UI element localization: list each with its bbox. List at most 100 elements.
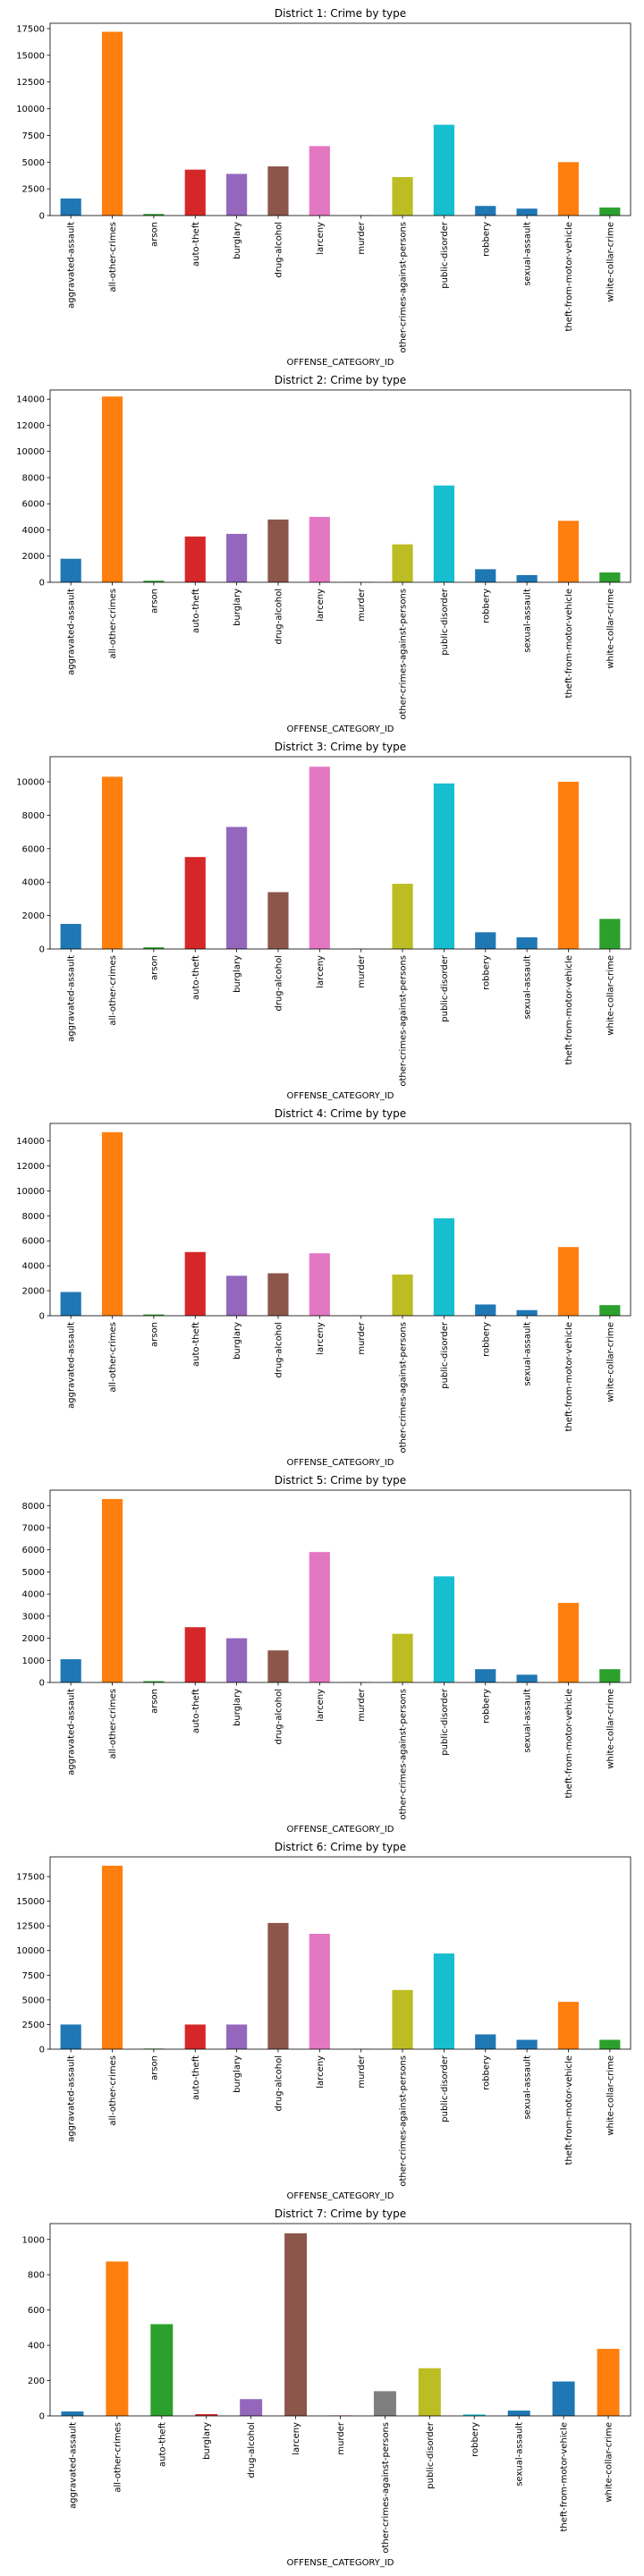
x-tick-label: white-collar-crime [605,2422,614,2503]
bar-other-crimes-against-persons [392,1989,413,2049]
x-tick-label: other-crimes-against-persons [381,2422,391,2554]
x-tick-label: burglary [233,1689,242,1726]
bar-sexual-assault [516,1309,538,1316]
y-tick-label: 800 [28,2271,45,2281]
bar-sexual-assault [516,1674,538,1682]
x-tick-label: aggravated-assault [67,222,77,309]
x-tick-label: white-collar-crime [606,1322,615,1402]
bar-drug-alcohol [267,1273,289,1316]
bar-public-disorder [418,2368,441,2416]
y-tick-label: 2500 [22,185,45,195]
bar-theft-from-motor-vehicle [557,521,580,582]
bar-public-disorder [433,1576,454,1682]
x-tick-label: drug-alcohol [274,2055,284,2112]
bar-larceny [309,1253,330,1316]
x-tick-label: sexual-assault [523,955,533,1020]
y-tick-label: 0 [39,2412,45,2422]
plot-frame [49,2223,631,2417]
x-tick-label: arson [149,222,159,247]
plot-frame [49,1489,631,1683]
bar-larceny [309,516,330,582]
bar-aggravated-assault [61,2411,84,2416]
x-axis-label: OFFENSE_CATEGORY_ID [287,2558,394,2568]
x-tick-label: arson [149,2055,159,2080]
y-tick-label: 10000 [16,447,45,457]
bar-public-disorder [433,1218,454,1316]
x-tick-label: auto-theft [157,2422,167,2467]
x-tick-label: public-disorder [440,2055,450,2123]
x-tick-label: murder [357,221,367,255]
x-tick-label: sexual-assault [523,1322,533,1386]
bar-theft-from-motor-vehicle [557,162,580,216]
bar-all-other-crimes [106,2261,129,2416]
x-tick-label: murder [357,1688,367,1722]
y-tick-label: 4000 [22,1262,45,1272]
x-tick-label: arson [149,1322,159,1347]
chart-title: District 6: Crime by type [275,1841,406,1853]
y-tick-label: 12500 [16,1922,45,1932]
y-tick-label: 10000 [16,778,45,788]
bar-larceny [309,1934,330,2049]
bar-larceny [309,1552,330,1682]
chart-district-6: District 6: Crime by type 0 2500 5000 7500 10… [16,1841,631,2201]
bar-other-crimes-against-persons [392,1633,413,1682]
bar-robbery [475,206,496,216]
x-tick-label: burglary [233,222,242,259]
x-tick-label: murder [357,954,367,988]
bar-theft-from-motor-vehicle [552,2381,575,2416]
bar-public-disorder [433,485,454,582]
bar-theft-from-motor-vehicle [557,782,580,949]
bar-larceny [284,2233,308,2416]
bar-aggravated-assault [60,558,81,582]
x-tick-label: all-other-crimes [108,589,118,659]
x-tick-label: larceny [316,2055,326,2089]
bar-auto-theft [184,1251,206,1316]
x-tick-label: other-crimes-against-persons [399,589,409,720]
x-tick-label: burglary [233,589,242,626]
y-tick-label: 12000 [16,421,45,431]
y-tick-label: 6000 [22,1546,45,1555]
chart-district-4: District 4: Crime by type 0 2000 4000 6000 80… [16,1107,631,1468]
bar-drug-alcohol [267,1922,289,2049]
y-tick-label: 0 [39,1312,45,1322]
bar-drug-alcohol [267,166,289,216]
bar-arson [143,580,165,582]
x-tick-label: public-disorder [440,1688,450,1756]
bar-public-disorder [433,783,454,949]
bar-all-other-crimes [101,1498,123,1682]
bar-other-crimes-against-persons [392,544,413,582]
bar-drug-alcohol [267,519,289,582]
x-tick-label: burglary [202,2422,212,2460]
bar-white-collar-crime [597,2349,620,2416]
y-tick-label: 0 [39,1679,45,1689]
x-tick-label: white-collar-crime [606,955,615,1036]
bar-other-crimes-against-persons [392,1274,413,1316]
bar-white-collar-crime [599,2039,621,2049]
x-tick-label: larceny [292,2422,301,2455]
y-tick-label: 7500 [22,131,45,141]
x-tick-label: larceny [316,955,326,988]
x-tick-label: sexual-assault [515,2422,525,2487]
bar-theft-from-motor-vehicle [557,1247,580,1316]
x-tick-label: all-other-crimes [108,955,118,1026]
y-tick-label: 0 [39,212,45,222]
y-tick-label: 17500 [16,24,45,34]
chart-title: District 1: Crime by type [275,7,406,20]
x-tick-label: public-disorder [440,221,450,289]
bar-other-crimes-against-persons [392,884,413,949]
y-tick-label: 2500 [22,2021,45,2030]
x-tick-label: robbery [481,222,491,257]
bar-sexual-assault [516,2039,538,2049]
bar-drug-alcohol [240,2399,263,2416]
bar-aggravated-assault [60,198,81,216]
x-tick-label: theft-from-motor-vehicle [564,222,574,332]
x-tick-label: robbery [481,1689,491,1724]
bar-public-disorder [433,1953,454,2049]
x-tick-label: robbery [481,955,491,990]
bar-burglary [226,1638,248,1682]
x-tick-label: other-crimes-against-persons [399,955,409,1087]
bar-arson [143,947,165,949]
x-tick-label: aggravated-assault [67,955,77,1042]
x-tick-label: aggravated-assault [67,589,77,675]
bar-white-collar-crime [599,1305,621,1316]
